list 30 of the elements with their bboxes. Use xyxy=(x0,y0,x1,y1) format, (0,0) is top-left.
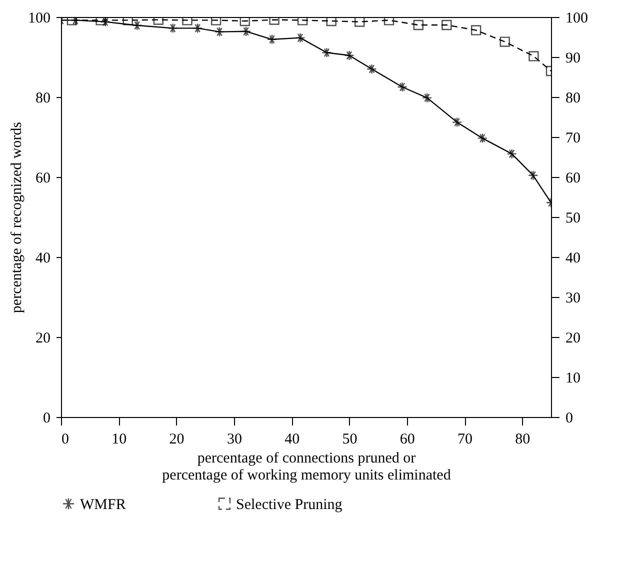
y2-tick-label: 50 xyxy=(566,210,580,226)
y-tick-label: 60 xyxy=(36,170,50,186)
y-tick-label: 80 xyxy=(36,90,50,106)
x-tick-label: 80 xyxy=(515,432,530,448)
x-tick-label: 0 xyxy=(62,432,69,448)
legend-label: WMFR xyxy=(80,496,126,513)
x-tick-label: 60 xyxy=(400,432,415,448)
x-tick-label: 20 xyxy=(169,432,184,448)
x-tick-label: 50 xyxy=(342,432,358,448)
x-tick-label: 70 xyxy=(458,432,473,448)
y2-tick-label: 20 xyxy=(566,330,580,346)
y2-tick-label: 30 xyxy=(566,290,580,306)
legend-label: Selective Pruning xyxy=(236,496,343,513)
y-tick-label: 40 xyxy=(36,250,50,266)
y2-tick-label: 60 xyxy=(566,170,580,186)
y-tick-label: 20 xyxy=(36,330,50,346)
y2-tick-label: 40 xyxy=(566,250,580,266)
x-tick-label: 10 xyxy=(112,432,127,448)
y-tick-label: 100 xyxy=(28,10,50,26)
y2-tick-label: 70 xyxy=(566,130,580,146)
y2-tick-label: 0 xyxy=(566,410,573,426)
y-axis-title: percentage of recognized words xyxy=(9,122,25,314)
x-tick-label: 40 xyxy=(284,432,300,448)
y2-tick-label: 90 xyxy=(566,50,580,66)
y2-tick-label: 10 xyxy=(566,370,580,386)
y2-tick-label: 80 xyxy=(566,90,580,106)
x-tick-label: 30 xyxy=(226,432,242,448)
y-tick-label: 0 xyxy=(43,410,50,426)
y2-tick-label: 100 xyxy=(566,10,588,26)
x-axis-title: percentage of connections pruned or percentage of working memory units eliminated xyxy=(162,450,452,484)
